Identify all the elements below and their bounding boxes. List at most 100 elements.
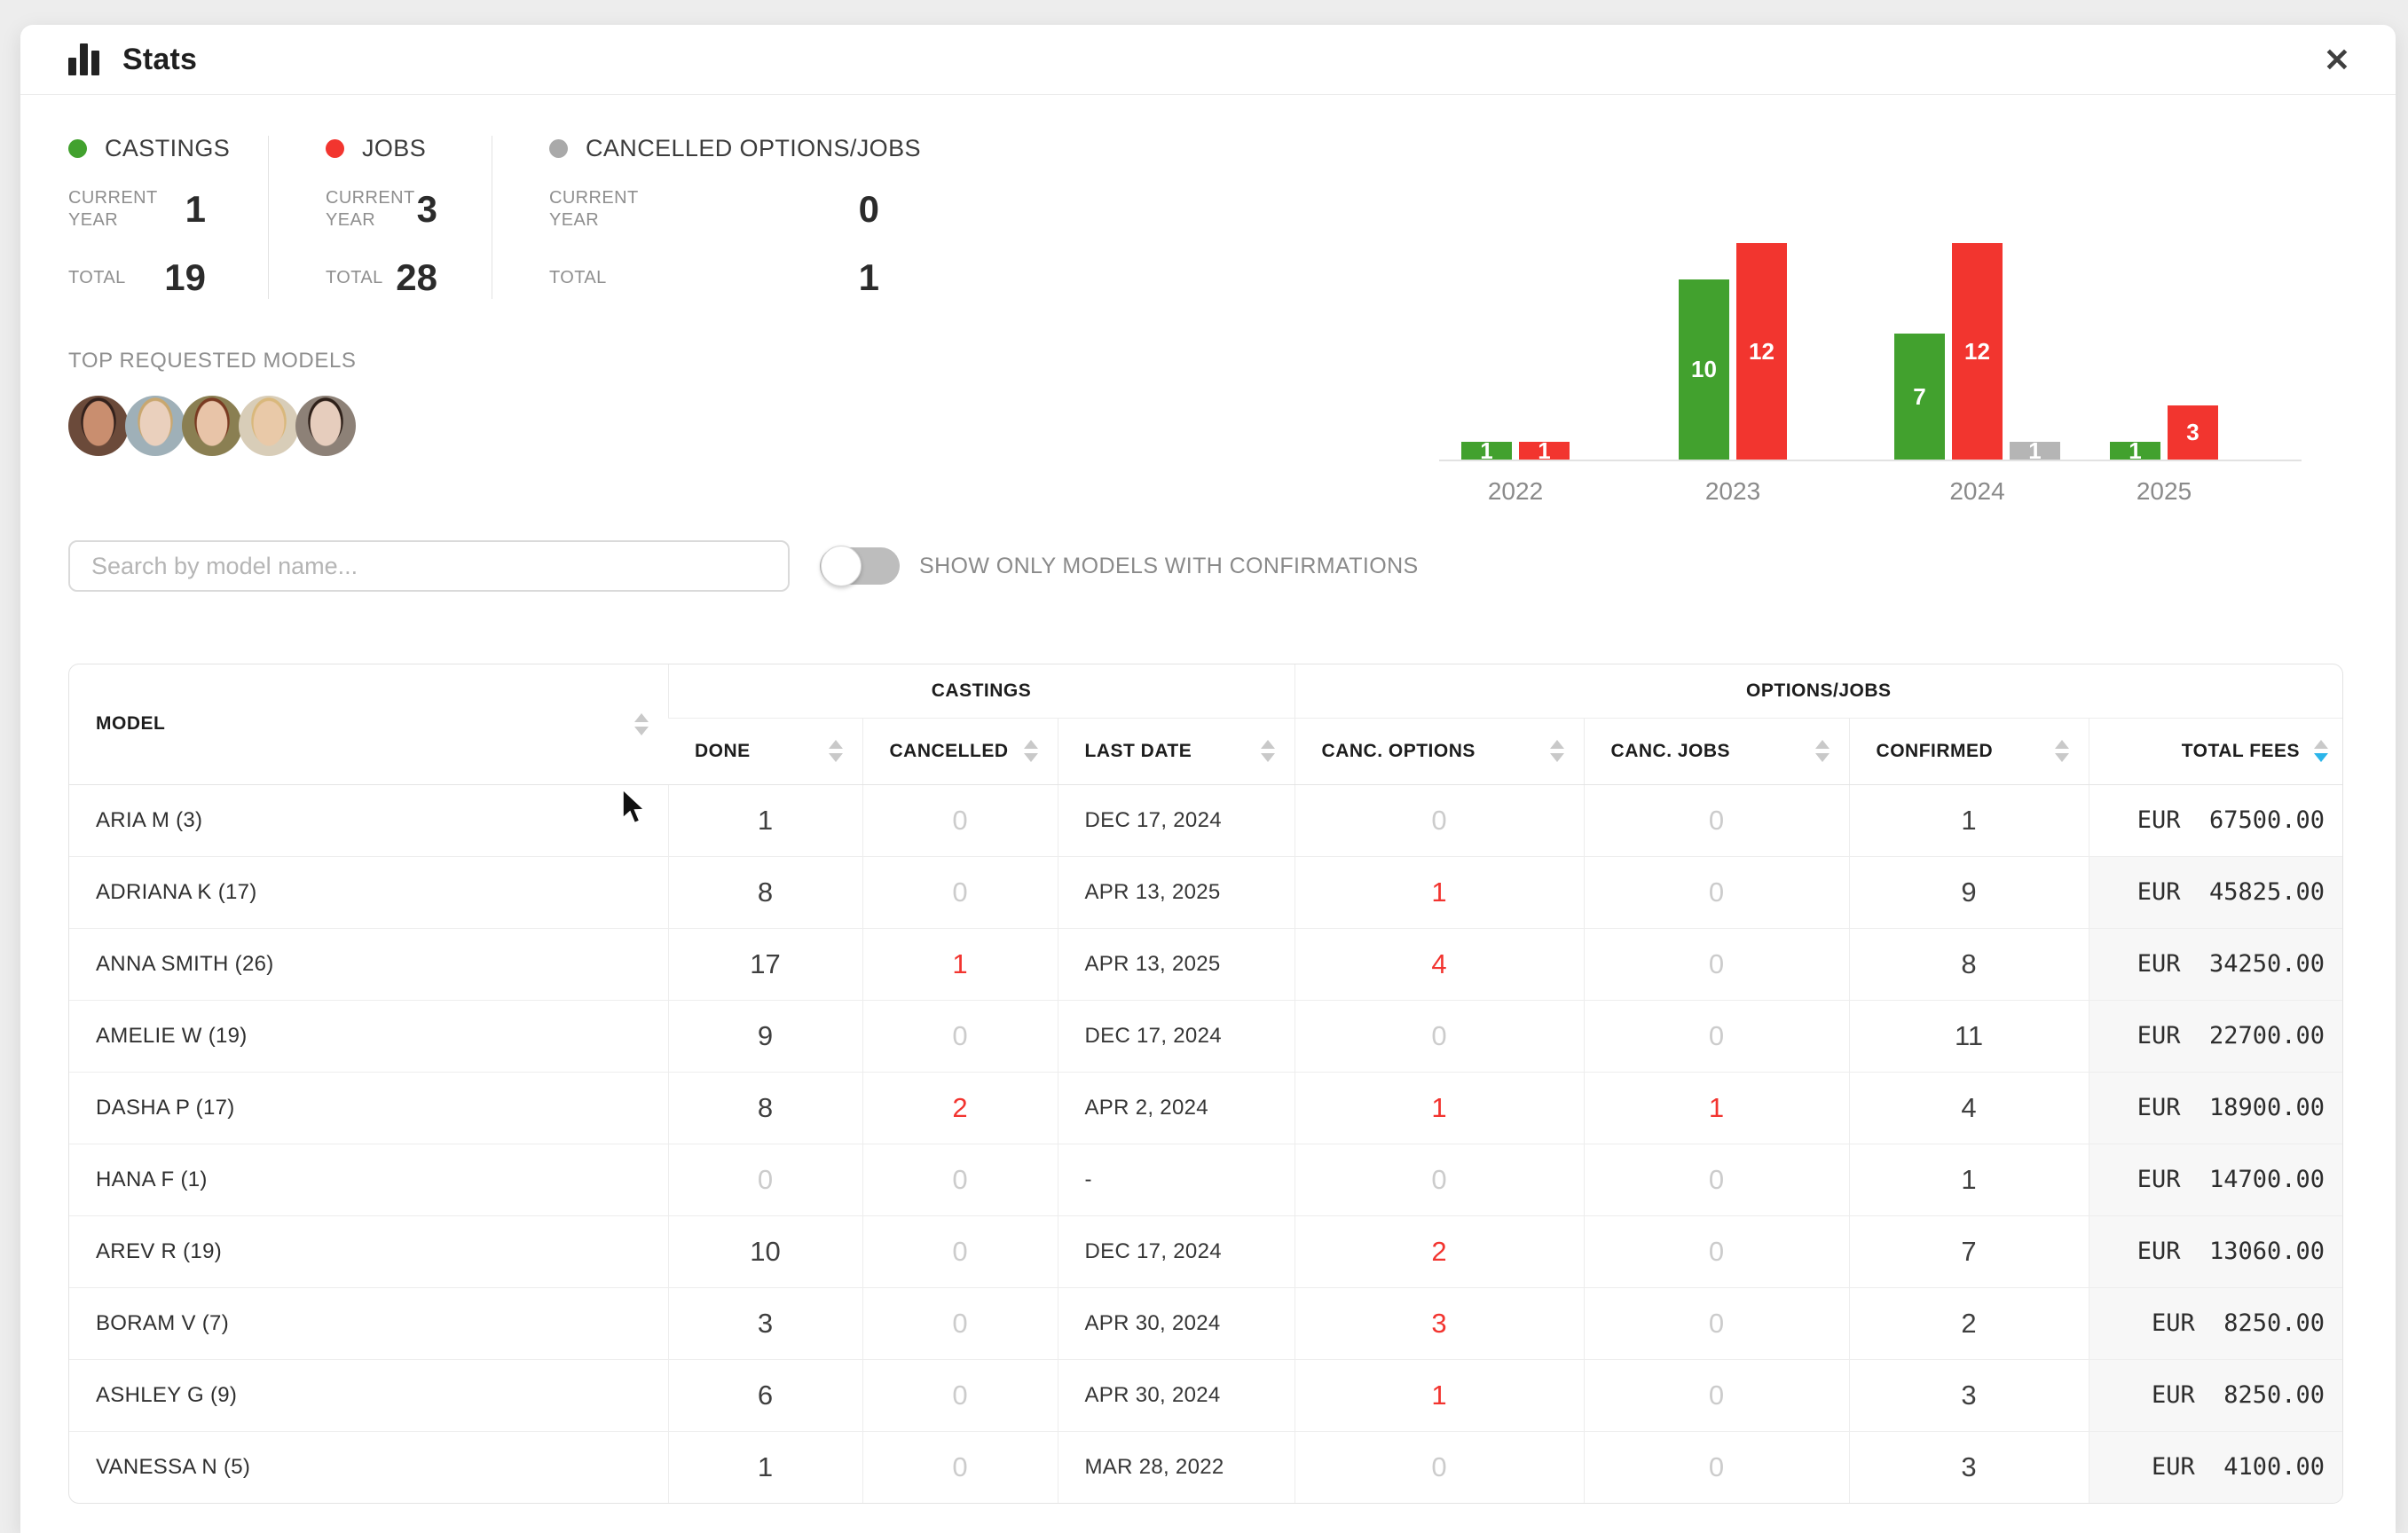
column-header-last-date[interactable]: LAST DATE xyxy=(1057,718,1295,785)
bar-group-2024: 7 12 1 xyxy=(1894,243,2060,464)
total-fees-cell: EUR 13060.00 xyxy=(2088,1215,2342,1287)
column-header-total-fees[interactable]: TOTAL FEES xyxy=(2088,718,2342,785)
table-row[interactable]: AMELIE W (19) 9 0 DEC 17, 2024 0 0 11 EUR 22700… xyxy=(69,999,2342,1072)
total-fees-cell: EUR 22700.00 xyxy=(2088,999,2342,1072)
model-name-cell: ASHLEY G (9) xyxy=(69,1358,668,1431)
model-avatar[interactable] xyxy=(182,396,242,456)
group-header-castings: CASTINGS xyxy=(667,664,1295,719)
cancelled-current-year-value: 0 xyxy=(858,188,879,230)
year-tick-label: 2023 xyxy=(1704,477,1761,505)
stat-cell: 0 xyxy=(1294,1143,1585,1215)
stat-cell: 0 xyxy=(1583,927,1850,1000)
stat-cell: 0 xyxy=(1583,1143,1850,1215)
model-name-cell: AMELIE W (19) xyxy=(69,999,668,1072)
total-fees-cell: EUR 45825.00 xyxy=(2088,855,2342,928)
stat-cell: 2 xyxy=(1848,1286,2089,1359)
jobs-bar: 1 xyxy=(1519,437,1570,464)
table-row[interactable]: HANA F (1) 0 0-0 0 1 EUR 14700.00 xyxy=(69,1143,2342,1215)
table-row[interactable]: ARIA M (3) 1 0 DEC 17, 2024 0 0 1 EUR 67500.00 xyxy=(69,783,2342,856)
stat-cell: 8 xyxy=(1848,927,2089,1000)
stat-cell: 1 xyxy=(1294,1071,1585,1144)
column-header-canc-options[interactable]: CANC. OPTIONS xyxy=(1294,718,1585,785)
model-name-cell: VANESSA N (5) xyxy=(69,1430,668,1503)
castings-bar: 1 xyxy=(1461,437,1512,464)
toggle-knob[interactable] xyxy=(821,546,862,586)
total-fees-cell: EUR 18900.00 xyxy=(2088,1071,2342,1144)
stat-cell: 3 xyxy=(1848,1358,2089,1431)
column-header-done[interactable]: DONE xyxy=(668,718,862,785)
sort-icon xyxy=(633,712,649,735)
table-row[interactable]: ADRIANA K (17) 8 0 APR 13, 2025 1 0 9 EUR 45825… xyxy=(69,855,2342,928)
confirmations-toggle[interactable] xyxy=(820,546,900,586)
chart-year-axis: 2022 2023 2024 2025 xyxy=(1439,461,2302,505)
year-tick-label: 2025 xyxy=(2136,477,2192,505)
stat-cell: 0 xyxy=(1583,783,1850,856)
jobs-bar: 12 xyxy=(1952,243,2003,460)
stat-cell: 1 xyxy=(1583,1071,1850,1144)
column-header-model[interactable]: MODEL xyxy=(69,664,668,785)
stat-cell: 17 xyxy=(667,927,862,1000)
last-date-cell: - xyxy=(1057,1143,1295,1215)
stat-cell: 1 xyxy=(1848,1143,2089,1215)
sort-icon xyxy=(1260,740,1275,762)
cancelled-card: CANCELLED OPTIONS/JOBS CURRENT YEAR 0 TO… xyxy=(492,135,920,299)
total-fees-cell: EUR 4100.00 xyxy=(2088,1430,2342,1503)
table-row[interactable]: ANNA SMITH (26) 17 1 APR 13, 2025 4 0 8 EUR 342… xyxy=(69,927,2342,1000)
table-row[interactable]: ASHLEY G (9) 6 0 APR 30, 2024 1 0 3 EUR 8250.00 xyxy=(69,1358,2342,1431)
table-row[interactable]: AREV R (19) 10 0 DEC 17, 2024 2 0 7 EUR 13060.0… xyxy=(69,1215,2342,1287)
castings-label: CASTINGS xyxy=(105,134,231,161)
stat-cell: 3 xyxy=(1294,1286,1585,1359)
current-year-label: CURRENT YEAR xyxy=(549,188,639,230)
column-header-canc-jobs[interactable]: CANC. JOBS xyxy=(1583,718,1850,785)
total-label: TOTAL xyxy=(68,267,126,287)
jobs-card: JOBS CURRENT YEAR 3 TOTAL 28 xyxy=(268,135,492,299)
sort-icon xyxy=(1814,740,1830,762)
search-input[interactable] xyxy=(68,540,790,592)
top-models-avatars xyxy=(68,396,2348,456)
stat-cell: 0 xyxy=(862,1358,1058,1431)
column-header-confirmed[interactable]: CONFIRMED xyxy=(1848,718,2089,785)
model-avatar[interactable] xyxy=(295,396,356,456)
last-date-cell: DEC 17, 2024 xyxy=(1057,783,1295,856)
total-fees-cell: EUR 67500.00 xyxy=(2088,783,2342,856)
total-fees-cell: EUR 8250.00 xyxy=(2088,1286,2342,1359)
column-header-cancelled[interactable]: CANCELLED xyxy=(862,718,1058,785)
total-fees-cell: EUR 34250.00 xyxy=(2088,927,2342,1000)
table-row[interactable]: DASHA P (17) 8 2 APR 2, 2024 1 1 4 EUR 18900.00 xyxy=(69,1071,2342,1144)
summary-cards: CASTINGS CURRENT YEAR 1 TOTAL 19 xyxy=(68,134,2348,299)
table-row[interactable]: VANESSA N (5) 1 0 MAR 28, 2022 0 0 3 EUR 4100.0… xyxy=(69,1430,2342,1503)
last-date-cell: DEC 17, 2024 xyxy=(1057,999,1295,1072)
last-date-cell: APR 30, 2024 xyxy=(1057,1358,1295,1431)
castings-current-year-value: 1 xyxy=(185,188,206,230)
total-label: TOTAL xyxy=(326,267,383,287)
castings-bar: 7 xyxy=(1894,334,1945,460)
last-date-cell: APR 30, 2024 xyxy=(1057,1286,1295,1359)
model-avatar[interactable] xyxy=(125,396,185,456)
close-icon[interactable]: ✕ xyxy=(2323,42,2351,78)
model-avatar[interactable] xyxy=(68,396,129,456)
stat-cell: 0 xyxy=(862,999,1058,1072)
stat-cell: 4 xyxy=(1848,1071,2089,1144)
stat-cell: 1 xyxy=(667,783,862,856)
castings-dot-icon xyxy=(68,138,87,158)
current-year-label: CURRENT YEAR xyxy=(326,188,415,230)
last-date-cell: APR 13, 2025 xyxy=(1057,927,1295,1000)
total-fees-cell: EUR 8250.00 xyxy=(2088,1358,2342,1431)
confirmations-toggle-label: SHOW ONLY MODELS WITH CONFIRMATIONS xyxy=(919,553,1419,578)
castings-total-value: 19 xyxy=(164,256,206,298)
jobs-current-year-value: 3 xyxy=(416,188,437,230)
model-avatar[interactable] xyxy=(239,396,299,456)
year-tick-label: 2024 xyxy=(1949,477,2005,505)
total-fees-cell: EUR 14700.00 xyxy=(2088,1143,2342,1215)
group-header-options-jobs: OPTIONS/JOBS xyxy=(1294,664,2342,719)
last-date-cell: DEC 17, 2024 xyxy=(1057,1215,1295,1287)
castings-bar: 1 xyxy=(2110,437,2160,464)
table-row[interactable]: BORAM V (7) 3 0 APR 30, 2024 3 0 2 EUR 8250.00 xyxy=(69,1286,2342,1359)
jobs-bar: 12 xyxy=(1736,243,1787,460)
current-year-label: CURRENT YEAR xyxy=(68,188,158,230)
model-name-cell: ARIA M (3) xyxy=(69,783,668,856)
last-date-cell: MAR 28, 2022 xyxy=(1057,1430,1295,1503)
stat-cell: 4 xyxy=(1294,927,1585,1000)
model-name-cell: HANA F (1) xyxy=(69,1143,668,1215)
